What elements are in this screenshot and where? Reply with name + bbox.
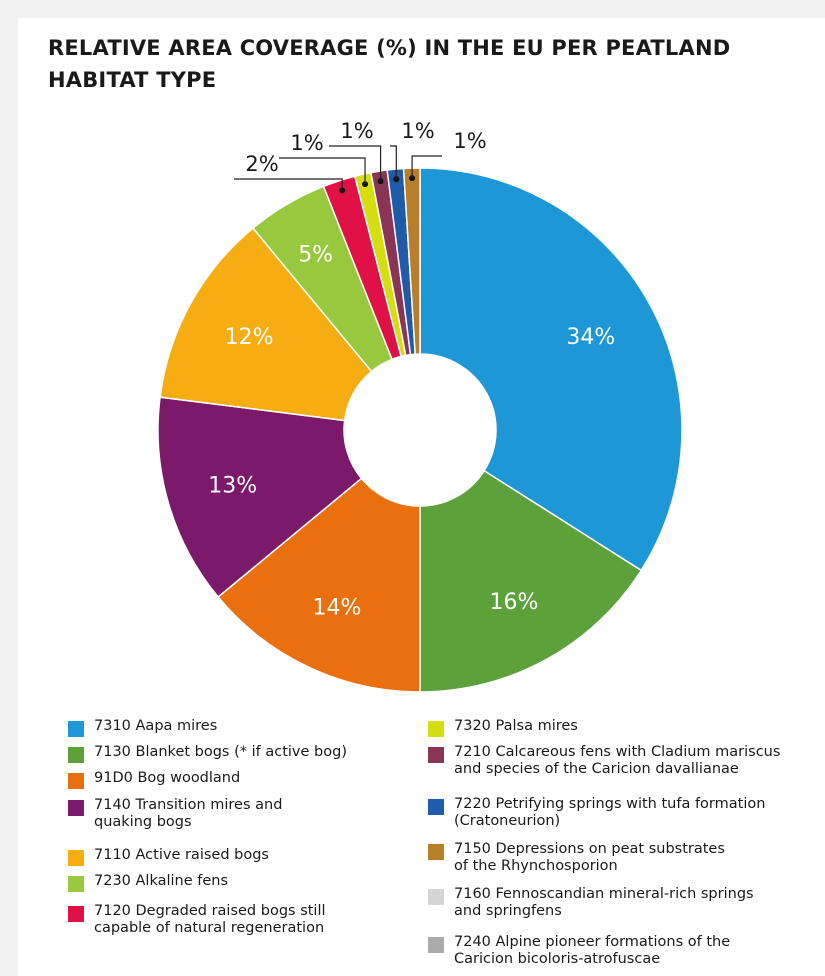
callout-label-7210-calcareous-fens-with-cladium-mariscus-and-species-of-the-caricion-davallianae: 1% [340, 119, 373, 143]
legend-label: 7150 Depressions on peat substrates of t… [454, 841, 725, 874]
legend-item: 7320 Palsa mires [428, 718, 578, 737]
legend-swatch [428, 747, 444, 763]
legend-label: 7210 Calcareous fens with Cladium marisc… [454, 744, 781, 777]
slice-91d0-bog-woodland [217, 477, 421, 693]
data-label-7310-aapa-mires: 34% [566, 325, 615, 350]
legend-swatch [68, 876, 84, 892]
data-label-7140-transition-mires-and-quaking-bogs: 13% [208, 473, 257, 498]
legend-label: 91D0 Bog woodland [94, 770, 241, 786]
legend-label: 7110 Active raised bogs [94, 847, 269, 863]
legend-item: 7220 Petrifying springs with tufa format… [428, 796, 765, 830]
slice-7130-blanket-bogs-if-active-bog [419, 469, 643, 693]
legend-label: 7160 Fennoscandian mineral-rich springs … [454, 886, 754, 919]
callout-label-7120-degraded-raised-bogs-still-capable-of-natural-regeneration: 2% [245, 152, 278, 176]
data-label-7230-alkaline-fens: 5% [298, 243, 333, 268]
legend-item: 7130 Blanket bogs (* if active bog) [68, 744, 347, 763]
data-label-91d0-bog-woodland: 14% [313, 595, 362, 620]
legend-label: 7230 Alkaline fens [94, 873, 229, 889]
callout-line [411, 155, 442, 179]
data-label-7110-active-raised-bogs: 12% [225, 325, 274, 350]
legend-label: 7140 Transition mires and quaking bogs [94, 797, 283, 830]
legend-label: 7220 Petrifying springs with tufa format… [454, 796, 766, 829]
legend-swatch [68, 800, 84, 816]
chart-title: RELATIVE AREA COVERAGE (%) IN THE EU PER… [48, 36, 731, 92]
legend-label: 7240 Alpine pioneer formations of the Ca… [454, 934, 731, 967]
legend-label: 7320 Palsa mires [454, 718, 578, 734]
callout-label-7150-depressions-on-peat-substrates-of-the-rhynchosporion: 1% [453, 129, 486, 153]
legend-item: 7210 Calcareous fens with Cladium marisc… [428, 744, 780, 778]
legend-item: 7110 Active raised bogs [68, 847, 269, 866]
legend-item: 7140 Transition mires and quaking bogs [68, 797, 282, 831]
legend-label: 7120 Degraded raised bogs still capable … [94, 903, 326, 936]
legend-swatch [428, 844, 444, 860]
legend-swatch [428, 721, 444, 737]
callout-line [279, 157, 366, 185]
legend-item: 7120 Degraded raised bogs still capable … [68, 903, 326, 937]
legend-item: 91D0 Bog woodland [68, 770, 240, 789]
legend-item: 7160 Fennoscandian mineral-rich springs … [428, 886, 754, 920]
legend-label: 7310 Aapa mires [94, 718, 218, 734]
callout-line [390, 145, 397, 180]
callout-line [329, 145, 382, 182]
slice-7150-depressions-on-peat-substrates-of-the-rhynchosporion [402, 167, 421, 355]
callout-label-7320-palsa-mires: 1% [290, 131, 323, 155]
legend-swatch [68, 773, 84, 789]
legend-swatch [68, 747, 84, 763]
legend-item: 7240 Alpine pioneer formations of the Ca… [428, 934, 730, 968]
legend-item: 7150 Depressions on peat substrates of t… [428, 841, 725, 875]
slice-7140-transition-mires-and-quaking-bogs [157, 396, 363, 599]
legend-swatch [68, 850, 84, 866]
legend-item: 7310 Aapa mires [68, 718, 217, 737]
legend-label: 7130 Blanket bogs (* if active bog) [94, 744, 347, 760]
legend-swatch [68, 906, 84, 922]
legend-swatch [428, 799, 444, 815]
callout-label-7220-petrifying-springs-with-tufa-formation-cratoneurion: 1% [401, 119, 434, 143]
data-label-7130-blanket-bogs-if-active-bog: 16% [489, 590, 538, 615]
legend-swatch [428, 889, 444, 905]
legend-swatch [68, 721, 84, 737]
legend-swatch [428, 937, 444, 953]
slice-7310-aapa-mires [419, 167, 683, 572]
slice-7110-active-raised-bogs [159, 227, 373, 422]
legend-item: 7230 Alkaline fens [68, 873, 228, 892]
callout-line [234, 178, 343, 191]
